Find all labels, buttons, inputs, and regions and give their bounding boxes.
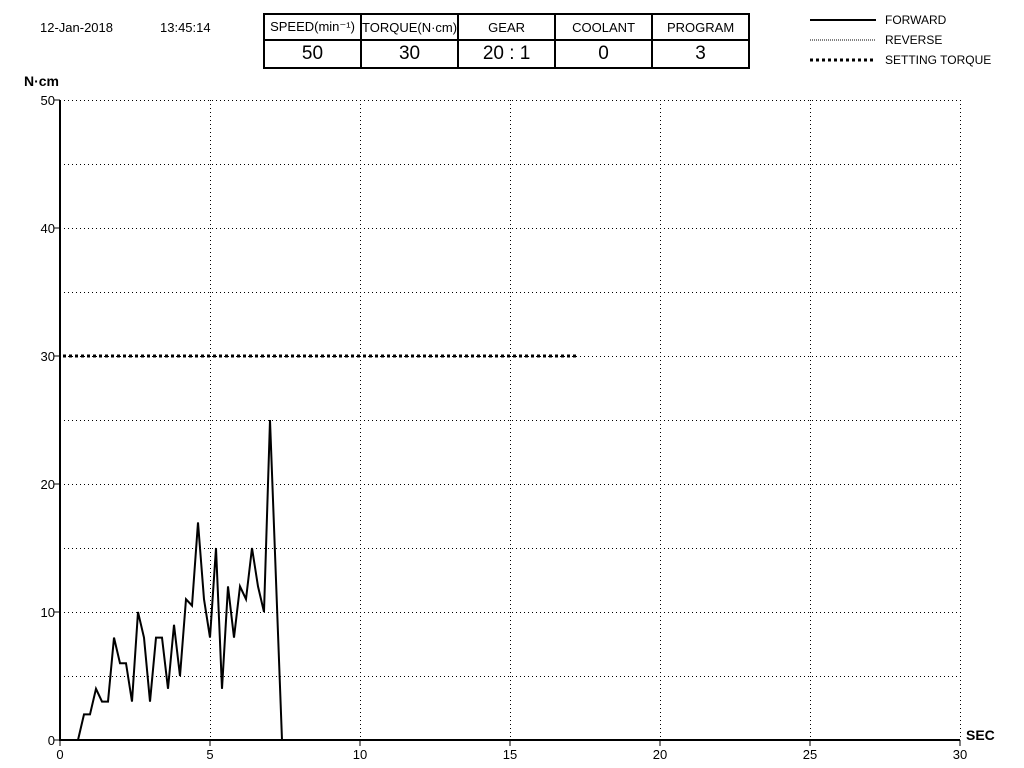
coolant-header: COOLANT [554,13,654,41]
x-tick-label: 25 [803,747,817,762]
y-tick-label: 40 [41,221,55,236]
torque-value: 30 [359,39,460,69]
x-tick-label: 10 [353,747,367,762]
x-tick-label: 30 [953,747,967,762]
status-table: SPEED(min⁻¹) TORQUE(N·cm) GEAR COOLANT P… [263,13,751,69]
y-tick-label: 10 [41,605,55,620]
axes: 0 5 10 15 20 25 30 0 10 20 30 40 50 N·cm SEC [24,73,995,762]
legend: FORWARD REVERSE SETTING TORQUE [810,13,991,67]
x-tick-label: 15 [503,747,517,762]
grid [60,100,961,740]
legend-label: REVERSE [885,33,942,47]
speed-header: SPEED(min⁻¹) [263,13,362,41]
x-tick-label: 20 [653,747,667,762]
y-tick-label: 20 [41,477,55,492]
gear-header: GEAR [457,13,557,41]
program-value: 3 [651,39,751,69]
gear-value: 20 : 1 [457,39,557,69]
y-axis-label: N·cm [24,73,59,89]
x-tick-label: 5 [206,747,213,762]
speed-value: 50 [263,39,362,69]
y-tick-label: 30 [41,349,55,364]
marks [63,354,576,741]
coolant-value: 0 [554,39,654,69]
date-display: 12-Jan-2018 [40,20,113,35]
x-axis-label: SEC [966,727,995,743]
legend-label: FORWARD [885,13,947,27]
torque-header: TORQUE(N·cm) [359,13,460,41]
legend-label: SETTING TORQUE [885,53,991,67]
y-tick-label: 0 [48,733,55,748]
time-display: 13:45:14 [160,20,211,35]
x-tick-label: 0 [56,747,63,762]
forward-torque-line [77,419,283,741]
y-tick-label: 50 [41,93,55,108]
program-header: PROGRAM [651,13,751,41]
